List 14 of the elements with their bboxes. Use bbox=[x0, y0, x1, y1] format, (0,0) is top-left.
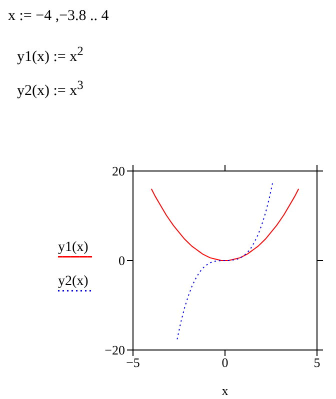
y-tick-label: 20 bbox=[112, 164, 125, 179]
y-tick-label: −20 bbox=[104, 342, 125, 358]
legend-label: y2(x) bbox=[58, 274, 88, 289]
x-axis-title: x bbox=[222, 383, 229, 398]
text: x := −4 ,−3.8 .. 4 bbox=[8, 8, 109, 25]
text: y2(x) := x$^{3}$ bbox=[17, 78, 84, 100]
legend-label: y1(x) bbox=[58, 240, 88, 255]
line-series bbox=[176, 181, 274, 340]
x-tick-label: 0 bbox=[222, 355, 228, 370]
x-tick-label: 5 bbox=[314, 355, 320, 370]
line-series bbox=[150, 188, 300, 261]
x-tick-label: −5 bbox=[126, 355, 140, 370]
y-tick-label: 0 bbox=[118, 253, 125, 268]
text: y1(x) := x$^{2}$ bbox=[17, 44, 84, 66]
